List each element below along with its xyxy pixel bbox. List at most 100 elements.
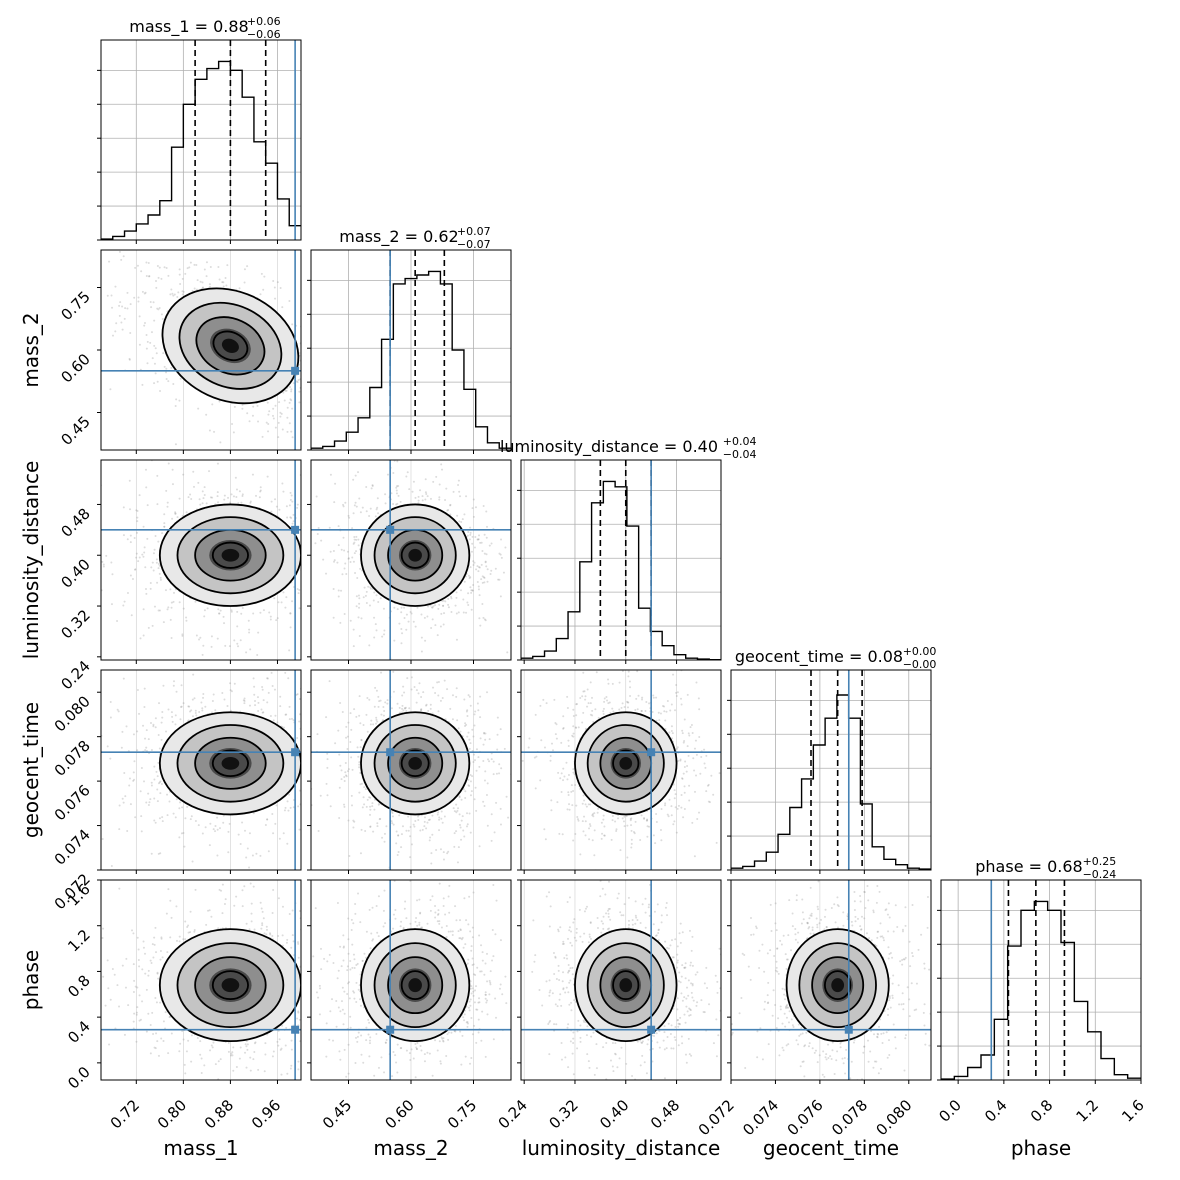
sample-point: [138, 315, 141, 318]
y-tick-label: 0.076: [51, 781, 94, 824]
sample-point: [432, 480, 435, 483]
sample-point: [379, 597, 382, 600]
sample-point: [374, 515, 377, 518]
sample-point: [178, 807, 181, 810]
sample-point: [396, 608, 399, 611]
sample-point: [106, 294, 109, 297]
sample-point: [130, 614, 133, 617]
sample-point: [159, 390, 162, 393]
sample-point: [482, 616, 485, 619]
sample-point: [440, 463, 443, 466]
sample-point: [496, 748, 499, 751]
title-upper-error: +0.04: [723, 435, 757, 448]
sample-point: [326, 752, 329, 755]
sample-point: [465, 611, 468, 614]
sample-point: [307, 616, 309, 618]
sample-point: [230, 610, 233, 613]
sample-point: [350, 747, 352, 749]
sample-point: [150, 749, 153, 752]
sample-point: [153, 382, 156, 385]
sample-point: [683, 718, 686, 721]
sample-point: [500, 538, 503, 541]
sample-point: [325, 396, 327, 398]
sample-point: [315, 765, 317, 767]
sample-point: [370, 487, 373, 490]
sample-point: [143, 705, 146, 708]
sample-point: [91, 253, 93, 255]
sample-point: [376, 822, 379, 825]
sample-point: [425, 827, 428, 830]
sample-point: [377, 695, 380, 698]
sample-point: [301, 701, 303, 703]
sample-point: [190, 497, 193, 500]
sample-point: [380, 671, 383, 674]
title-upper-error: +0.07: [457, 225, 491, 238]
truth-marker: [291, 748, 300, 757]
sample-point: [423, 616, 426, 619]
sample-point: [289, 491, 292, 494]
sample-point: [533, 756, 536, 759]
sample-point: [176, 516, 179, 519]
sample-point: [470, 550, 473, 553]
sample-point: [472, 563, 475, 566]
sample-point: [377, 600, 380, 603]
sample-point: [347, 721, 350, 724]
sample-point: [391, 655, 393, 657]
sample-point: [316, 435, 318, 437]
sample-point: [170, 288, 173, 291]
sample-point: [109, 757, 112, 760]
sample-point: [134, 816, 137, 819]
sample-point: [348, 855, 351, 858]
sample-point: [147, 262, 150, 265]
sample-point: [150, 331, 153, 334]
sample-point: [358, 635, 361, 638]
sample-point: [502, 571, 505, 574]
sample-point: [327, 499, 329, 501]
sample-point: [163, 525, 166, 528]
sample-point: [431, 833, 434, 836]
sample-point: [395, 830, 398, 833]
sample-point: [357, 594, 360, 597]
sample-point: [157, 761, 160, 764]
sample-point: [468, 738, 471, 741]
sample-point: [379, 699, 382, 702]
sample-point: [290, 516, 293, 519]
sample-point: [586, 688, 589, 691]
sample-point: [268, 611, 271, 614]
sample-point: [118, 314, 121, 317]
sample-point: [421, 495, 424, 498]
sample-point: [525, 586, 527, 588]
sample-point: [216, 491, 219, 494]
sample-point: [122, 506, 125, 509]
sample-point: [269, 618, 272, 621]
sample-point: [284, 389, 287, 392]
sample-point: [308, 815, 310, 817]
title-text: mass_2 = 0.62: [339, 227, 458, 247]
sample-point: [354, 710, 356, 712]
sample-point: [266, 677, 269, 680]
sample-point: [675, 684, 678, 687]
sample-point: [158, 781, 161, 784]
sample-point: [200, 701, 203, 704]
sample-point: [288, 793, 291, 796]
histogram-step: [311, 270, 511, 450]
sample-point: [482, 800, 485, 803]
sample-point: [340, 557, 342, 559]
sample-point: [352, 815, 354, 817]
sample-point: [197, 481, 200, 484]
sample-point: [153, 362, 156, 365]
sample-point: [314, 378, 316, 380]
sample-point: [582, 830, 585, 833]
sample-point: [306, 377, 308, 379]
sample-point: [468, 695, 471, 698]
sample-point: [369, 805, 372, 808]
sample-point: [290, 717, 293, 720]
sample-point: [274, 714, 277, 717]
sample-point: [128, 777, 131, 780]
sample-point: [319, 770, 321, 772]
sample-point: [236, 610, 239, 613]
sample-point: [319, 603, 321, 605]
contour-line: [194, 736, 267, 790]
sample-point: [375, 508, 378, 511]
sample-point: [208, 283, 211, 286]
